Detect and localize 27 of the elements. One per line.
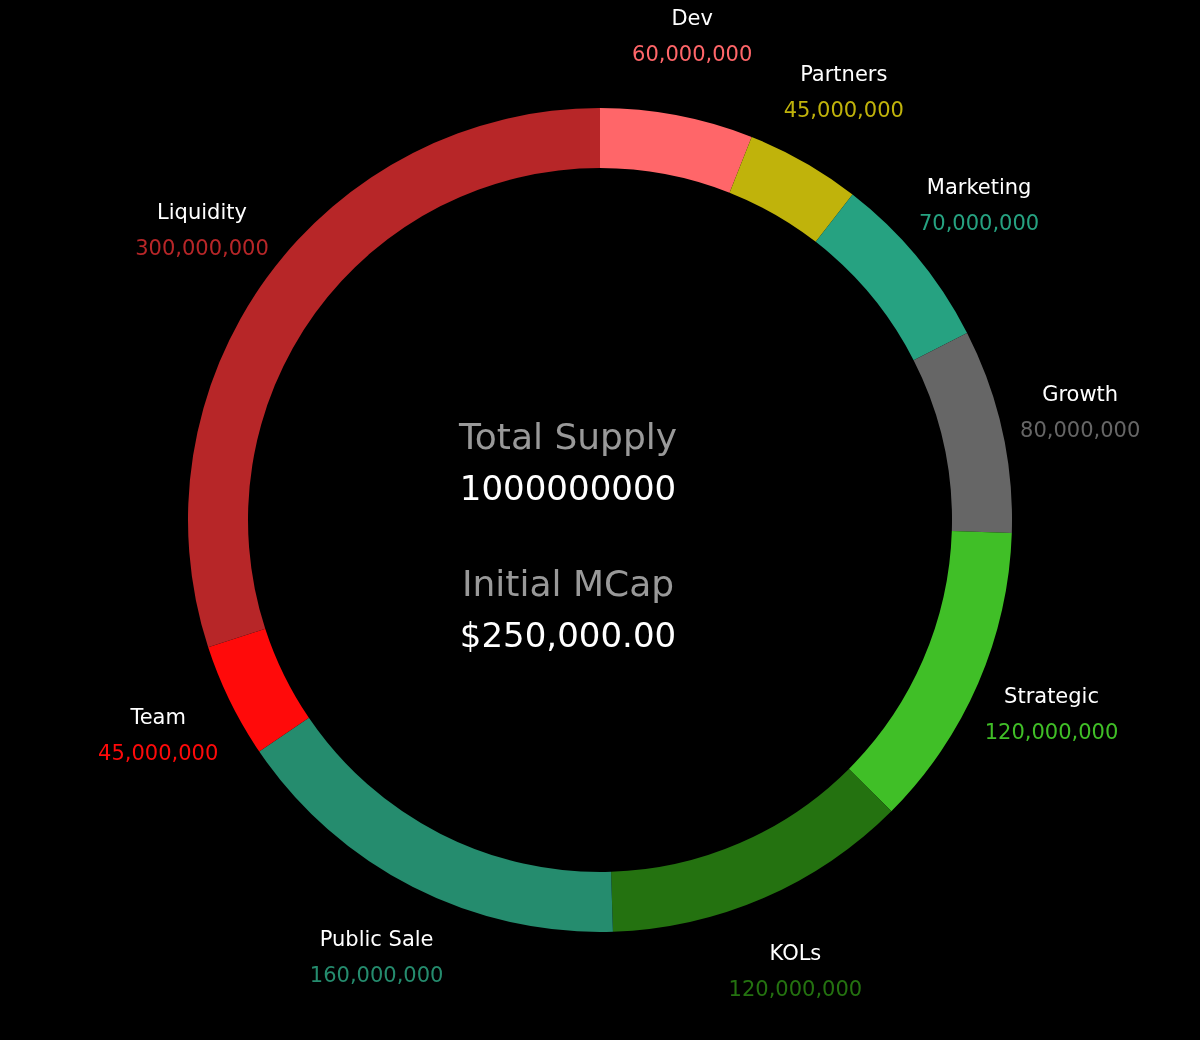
data-label: 300,000,000 [135, 235, 269, 260]
data-label: 120,000,000 [728, 976, 863, 1001]
donut-slice [913, 332, 1012, 533]
data-label: 120,000,000 [984, 720, 1119, 745]
data-label: 45,000,000 [98, 741, 219, 766]
donut-slice [259, 717, 613, 932]
donut-slice [600, 108, 752, 193]
data-label: 80,000,000 [1020, 417, 1141, 442]
slice-label: Public Sale [319, 927, 434, 952]
slice-label: Growth [1042, 381, 1119, 406]
slice-label: Partners [800, 61, 888, 86]
slice-label: Strategic [1004, 684, 1099, 709]
text: Initial MCap [461, 563, 675, 604]
slice-label: KOLs [769, 940, 822, 965]
donut-slice [729, 136, 853, 242]
data-label: 60,000,000 [632, 41, 753, 66]
data-label: 160,000,000 [309, 963, 444, 988]
data-label: 70,000,000 [918, 211, 1040, 236]
text: Total Supply [457, 416, 678, 457]
slice-label: Marketing [926, 175, 1032, 200]
text: 1000000000 [459, 468, 677, 508]
slice-label: Team [129, 705, 186, 730]
slice-label: Liquidity [157, 199, 247, 224]
text: $250,000.00 [459, 615, 677, 655]
donut-slice [611, 768, 892, 932]
data-label: 45,000,000 [783, 97, 904, 122]
slice-label: Dev [671, 5, 713, 30]
